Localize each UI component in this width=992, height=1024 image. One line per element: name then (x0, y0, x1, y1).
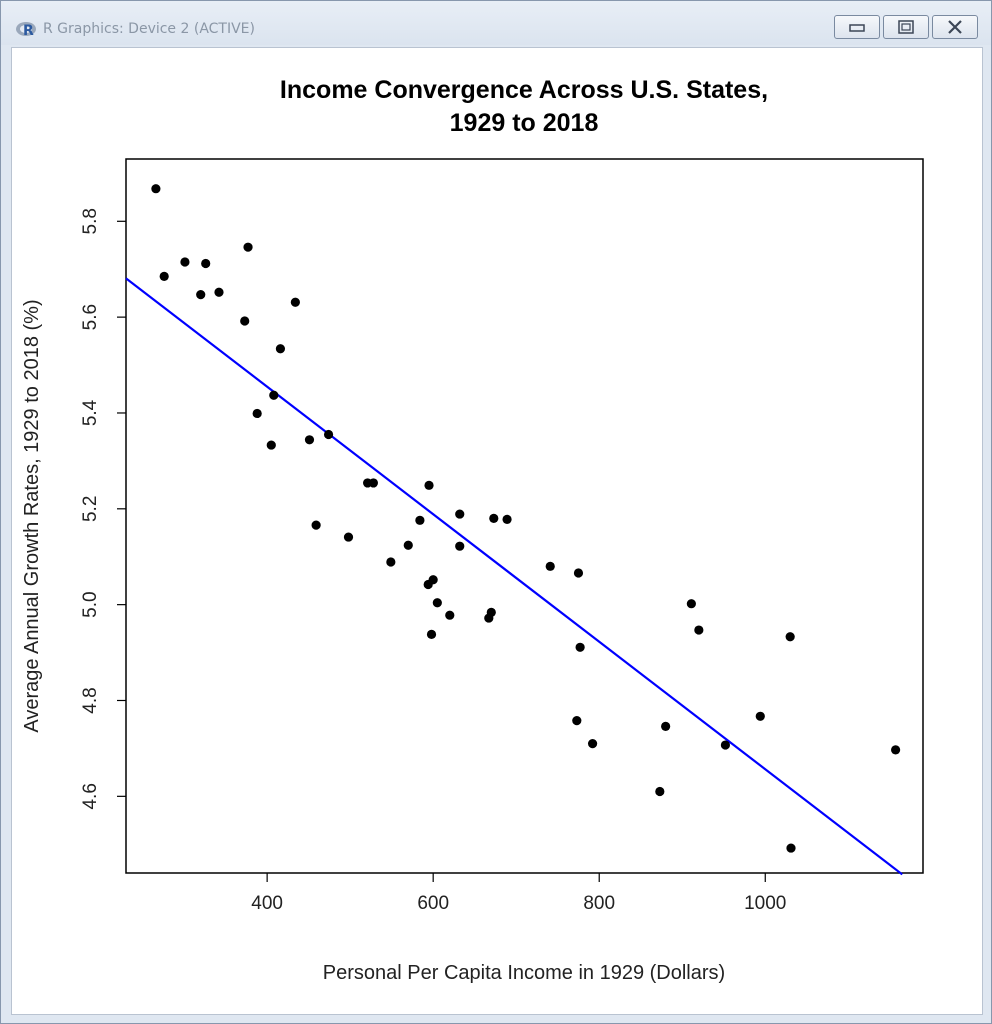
data-point (343, 532, 354, 542)
data-point (587, 739, 598, 749)
plot-frame (125, 158, 924, 874)
data-point (455, 509, 465, 519)
minimize-icon (849, 24, 865, 32)
y-tick-label: 4.6 (80, 783, 101, 809)
regression-line (125, 277, 903, 876)
plot-area: Income Convergence Across U.S. States, 1… (11, 47, 983, 1015)
data-points (151, 184, 901, 853)
window-title: R Graphics: Device 2 (ACTIVE) (43, 21, 255, 37)
data-point (655, 786, 665, 797)
y-tick-label: 5.8 (80, 208, 101, 234)
data-point (214, 287, 224, 297)
data-point (573, 568, 584, 578)
data-point (785, 632, 795, 642)
y-tick-label: 4.8 (80, 687, 101, 713)
data-point (151, 184, 161, 194)
data-point (252, 408, 262, 419)
data-point (243, 242, 253, 252)
svg-text:R: R (23, 23, 34, 39)
data-point (502, 514, 512, 524)
y-tick-label: 5.6 (80, 304, 101, 330)
data-point (720, 740, 731, 750)
data-point (368, 478, 379, 488)
data-point (403, 540, 413, 550)
data-point (432, 598, 442, 608)
data-point (455, 541, 465, 551)
data-point (275, 344, 286, 354)
x-tick-label: 600 (417, 893, 449, 914)
data-point (694, 625, 704, 635)
chart-title-line-2: 1929 to 2018 (450, 109, 599, 137)
data-point (269, 390, 279, 400)
data-point (489, 513, 499, 523)
data-point (386, 557, 396, 567)
data-point (415, 515, 425, 525)
data-point (201, 258, 211, 269)
data-point (240, 316, 250, 326)
y-tick-label: 5.2 (80, 496, 101, 522)
x-tick-label: 1000 (744, 893, 786, 914)
data-point (428, 575, 438, 585)
x-tick-label: 800 (583, 893, 615, 914)
minimize-button[interactable] (834, 15, 880, 39)
axis-ticks: 400 600 800 1000 4.6 4.8 5.0 5.2 5.4 5.6 5.8 (80, 208, 786, 914)
y-axis-label: Average Annual Growth Rates, 1929 to 201… (21, 299, 43, 732)
data-point (545, 561, 555, 571)
data-point (486, 607, 496, 617)
data-point (575, 642, 585, 652)
y-tick-label: 5.0 (80, 591, 101, 617)
data-point (661, 721, 671, 731)
data-point (445, 610, 455, 620)
data-point (323, 429, 334, 440)
close-icon (948, 20, 962, 34)
data-point (891, 745, 901, 755)
chart-title-line-1: Income Convergence Across U.S. States, (280, 76, 768, 104)
regression-line-group (125, 277, 903, 876)
data-point (426, 629, 437, 639)
close-button[interactable] (932, 15, 978, 39)
data-point (180, 257, 190, 267)
title-bar[interactable]: R R Graphics: Device 2 (ACTIVE) (1, 1, 991, 45)
y-tick-label: 5.4 (80, 399, 101, 426)
data-point (424, 480, 434, 490)
data-point (159, 271, 169, 282)
x-tick-label: 400 (251, 893, 283, 914)
restore-button[interactable] (883, 15, 929, 39)
restore-icon (898, 20, 914, 34)
data-point (266, 440, 276, 450)
r-logo-icon: R (15, 18, 37, 40)
data-point (196, 290, 206, 300)
scatter-chart: Income Convergence Across U.S. States, 1… (21, 76, 924, 984)
data-point (686, 599, 696, 609)
data-point (311, 520, 321, 530)
data-point (786, 843, 796, 853)
data-point (572, 716, 582, 726)
x-axis-label: Personal Per Capita Income in 1929 (Doll… (323, 962, 725, 984)
data-point (755, 711, 765, 721)
data-point (304, 435, 315, 445)
data-point (290, 297, 300, 307)
